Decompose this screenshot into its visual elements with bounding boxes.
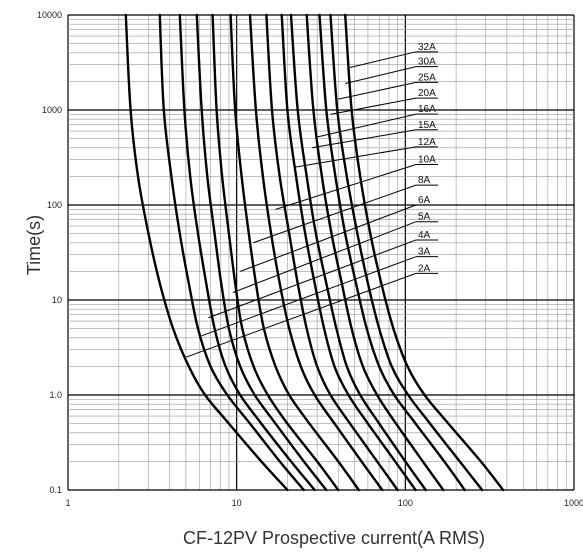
curve-label-2A: 2A [418, 263, 431, 274]
x-tick-label: 10 [232, 498, 242, 508]
leader-30A [345, 66, 417, 85]
curve-25A [318, 13, 466, 492]
curve-label-16A: 16A [418, 104, 436, 115]
curve-label-8A: 8A [418, 175, 431, 186]
curve-label-6A: 6A [418, 195, 431, 206]
grid [67, 14, 575, 491]
leader-16A [317, 113, 417, 138]
curve-3A [158, 13, 305, 492]
curve-12A [265, 13, 399, 492]
y-tick-label: 1000 [42, 105, 62, 115]
curve-4A [178, 13, 316, 492]
curve-label-30A: 30A [418, 57, 436, 68]
leader-2A [185, 272, 417, 358]
curve-label-3A: 3A [418, 247, 431, 258]
curve-label-12A: 12A [418, 137, 436, 148]
x-tick-label: 100 [398, 498, 413, 508]
y-tick-label: 1.0 [49, 390, 62, 400]
leader-5A [232, 221, 417, 293]
tick-labels: 1 10 100 1000 0.1 1.0 10 100 1000 10000 [37, 10, 583, 508]
curve-32A [344, 13, 505, 492]
curve-label-4A: 4A [418, 230, 431, 241]
leader-4A [208, 239, 417, 319]
x-axis-title: CF-12PV Prospective current(A RMS) [183, 528, 485, 548]
curve-10A [248, 13, 384, 492]
curve-leader-lines [185, 51, 438, 358]
curve-20A [305, 13, 445, 492]
curve-6A [211, 13, 340, 492]
curve-16A [289, 13, 427, 492]
leader-15A [312, 129, 417, 149]
y-tick-label: 100 [47, 200, 62, 210]
leader-3A [201, 256, 417, 337]
curve-15A [280, 13, 417, 492]
curve-labels: 2A 3A 4A 5A 6A 8A 10A 12A 15A 16A 20A 25A 30A 32A [418, 42, 436, 275]
y-axis-title: Time(s) [24, 215, 44, 275]
leader-12A [294, 146, 417, 168]
fuse-curves [124, 13, 505, 492]
curve-2A [124, 13, 289, 492]
leader-10A [275, 164, 417, 210]
leader-25A [338, 81, 417, 100]
curve-8A [229, 13, 360, 492]
curve-label-32A: 32A [418, 42, 436, 53]
curve-label-25A: 25A [418, 72, 436, 83]
leader-20A [330, 97, 417, 115]
curve-label-20A: 20A [418, 88, 436, 99]
leader-6A [240, 204, 417, 272]
curve-label-15A: 15A [418, 120, 436, 131]
leader-32A [349, 51, 417, 69]
curve-label-10A: 10A [418, 155, 436, 166]
y-tick-label: 10000 [37, 10, 62, 20]
curve-label-5A: 5A [418, 212, 431, 223]
curve-30A [329, 13, 484, 492]
leader-8A [252, 184, 417, 244]
x-tick-label: 1 [65, 498, 70, 508]
y-tick-label: 10 [52, 295, 62, 305]
x-tick-label: 1000 [564, 498, 583, 508]
y-tick-label: 0.1 [49, 485, 62, 495]
